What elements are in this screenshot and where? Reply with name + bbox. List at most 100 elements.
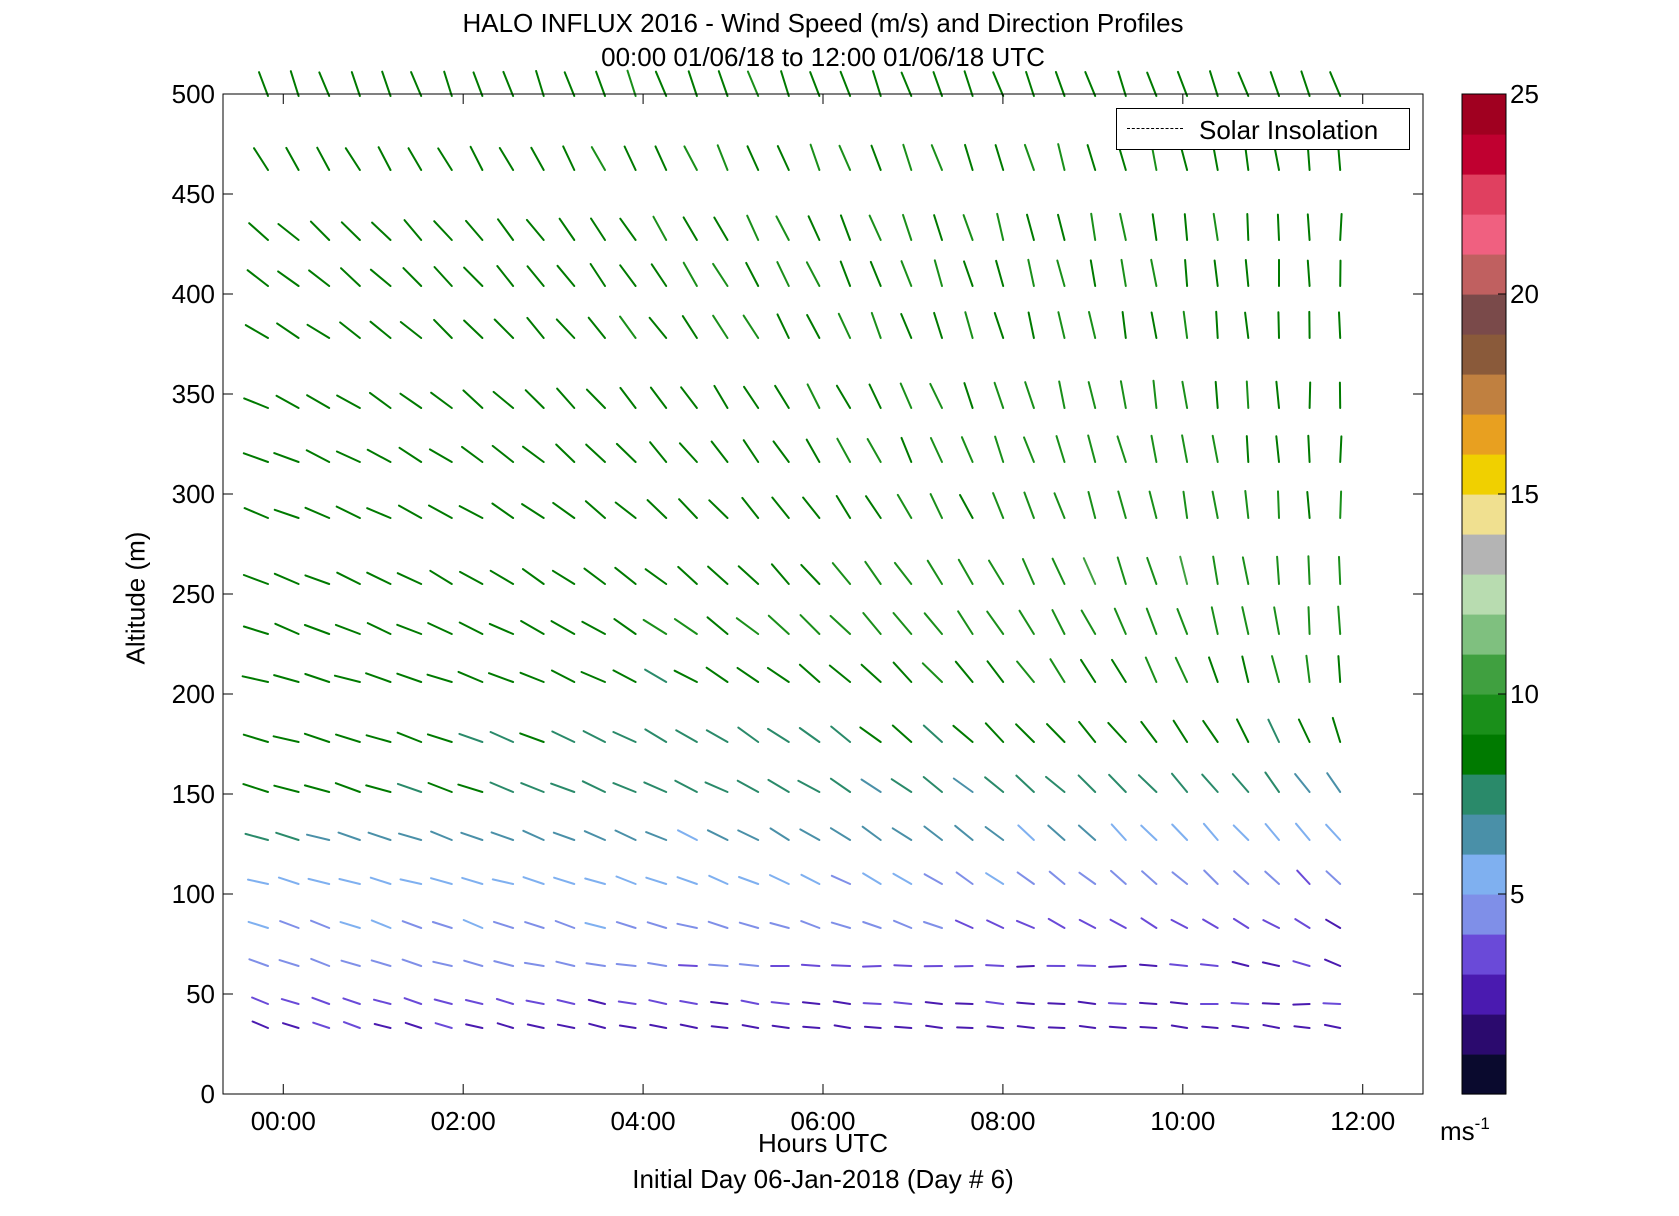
wind-barb xyxy=(316,146,331,171)
wind-barb xyxy=(929,493,943,519)
wind-barb xyxy=(1077,824,1097,841)
wind-barb xyxy=(552,501,576,519)
wind-barb xyxy=(334,623,361,635)
wind-barb xyxy=(587,316,606,339)
wind-barb xyxy=(650,263,668,287)
wind-barb xyxy=(1054,71,1066,97)
wind-barb xyxy=(894,1025,913,1029)
wind-barb xyxy=(649,441,668,463)
wind-barb xyxy=(921,662,943,683)
wind-barb xyxy=(273,674,300,683)
wind-barb xyxy=(520,782,545,793)
wind-barb xyxy=(492,390,515,409)
wind-barb xyxy=(957,558,974,585)
wind-barb xyxy=(643,781,668,793)
wind-barb xyxy=(746,70,760,97)
wind-barb xyxy=(553,876,576,885)
wind-barb xyxy=(866,438,882,463)
wind-barb xyxy=(746,145,760,171)
wind-barb xyxy=(342,1021,361,1029)
wind-barb xyxy=(831,562,852,585)
y-tick-label: 200 xyxy=(172,679,215,709)
wind-barb xyxy=(272,735,300,743)
y-tick-label: 0 xyxy=(201,1079,215,1109)
colorbar-tick-label: 10 xyxy=(1510,679,1539,709)
wind-barb xyxy=(1324,958,1342,967)
x-tick-label: 10:00 xyxy=(1150,1106,1215,1136)
colorbar-segment xyxy=(1462,574,1506,615)
wind-barb xyxy=(258,71,269,97)
wind-barb xyxy=(1176,608,1189,635)
wind-barb xyxy=(984,776,1005,793)
wind-barb xyxy=(1271,655,1280,683)
wind-barb xyxy=(399,321,423,339)
plot-axes-box xyxy=(222,93,1424,1095)
wind-barb xyxy=(1295,822,1311,841)
colorbar-segment xyxy=(1462,1054,1506,1095)
wind-barb xyxy=(1137,774,1158,793)
wind-barb xyxy=(525,999,545,1005)
wind-barb xyxy=(585,388,606,409)
wind-barb xyxy=(923,921,943,929)
wind-barb xyxy=(1109,918,1127,929)
wind-barb xyxy=(404,1021,423,1029)
wind-barb xyxy=(929,382,943,409)
wind-barb xyxy=(396,672,423,683)
wind-barb xyxy=(336,394,361,409)
wind-barb xyxy=(767,778,790,793)
wind-barb xyxy=(585,443,606,463)
wind-barb xyxy=(1325,870,1342,885)
wind-barb xyxy=(923,873,943,885)
wind-barb xyxy=(988,559,1005,585)
wind-barb xyxy=(551,730,576,743)
colorbar-segment xyxy=(1462,454,1506,495)
wind-barb xyxy=(615,963,637,967)
wind-barb xyxy=(1120,258,1127,287)
wind-barb xyxy=(922,776,943,793)
wind-barb xyxy=(738,921,760,929)
wind-barb xyxy=(1049,658,1066,683)
wind-barb xyxy=(306,394,331,409)
wind-barb xyxy=(742,314,760,339)
y-tick-label: 150 xyxy=(172,779,215,809)
wind-barb xyxy=(992,71,1005,97)
wind-barb xyxy=(619,217,637,241)
wind-barb xyxy=(429,569,453,585)
wind-barb xyxy=(407,147,423,171)
wind-barb xyxy=(861,825,882,841)
wind-barb xyxy=(839,260,852,287)
wind-barb xyxy=(1108,773,1127,793)
wind-barb xyxy=(1150,311,1158,339)
wind-barb xyxy=(807,215,821,241)
wind-barb xyxy=(923,612,943,635)
wind-barb xyxy=(370,959,392,967)
wind-barb xyxy=(619,386,637,409)
wind-barb xyxy=(522,445,545,463)
wind-barb xyxy=(524,389,545,409)
wind-barb xyxy=(737,726,760,743)
wind-barb xyxy=(993,381,1005,409)
wind-barb xyxy=(1264,870,1280,885)
wind-barb xyxy=(710,1001,729,1005)
wind-barb xyxy=(800,963,821,967)
wind-barb xyxy=(1015,774,1035,793)
wind-barb xyxy=(735,617,760,635)
wind-barb xyxy=(839,214,852,241)
wind-barb xyxy=(304,574,331,585)
wind-barb xyxy=(713,384,729,409)
x-tick-label: 12:00 xyxy=(1330,1106,1395,1136)
wind-barb xyxy=(1300,70,1311,97)
y-tick-label: 250 xyxy=(172,579,215,609)
wind-barb xyxy=(649,1023,668,1029)
wind-barb xyxy=(273,572,300,585)
wind-barb xyxy=(1051,609,1066,635)
wind-barb xyxy=(1275,435,1280,463)
wind-barb xyxy=(1057,311,1066,339)
wind-barb xyxy=(1202,822,1219,841)
wind-barb xyxy=(645,831,668,841)
wind-barb xyxy=(707,920,729,929)
wind-barb xyxy=(1051,557,1066,585)
wind-barb xyxy=(806,383,821,409)
wind-barb xyxy=(318,71,331,97)
wind-barb xyxy=(1046,723,1066,743)
